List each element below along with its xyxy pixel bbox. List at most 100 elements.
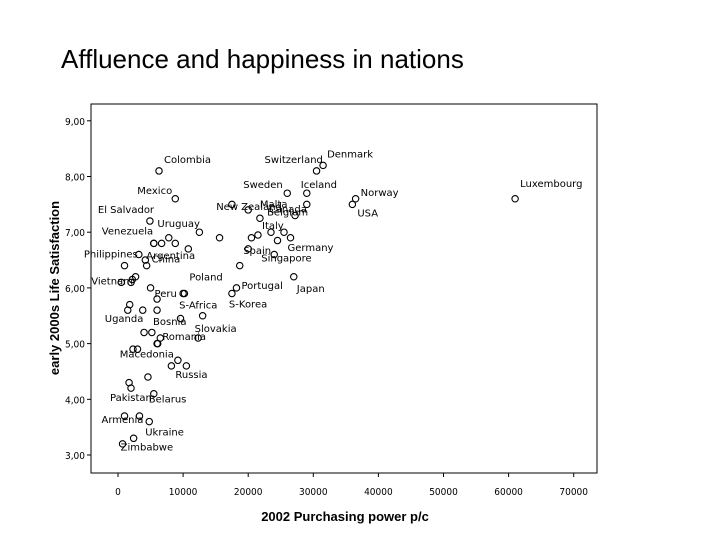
data-point <box>135 412 144 420</box>
point-label: Malta <box>260 199 288 210</box>
data-point <box>286 234 295 242</box>
data-point <box>148 328 156 337</box>
point-label: Mexico <box>137 186 172 197</box>
data-point <box>256 214 264 223</box>
data-point <box>179 289 187 298</box>
x-tick-label: 50000 <box>429 487 458 498</box>
data-point <box>142 261 151 270</box>
data-point <box>312 167 321 175</box>
point-label: Belarus <box>149 395 187 406</box>
y-tick-label: 4,00 <box>65 395 85 406</box>
data-point <box>348 200 357 209</box>
data-points <box>117 161 519 448</box>
data-point <box>155 167 163 175</box>
data-point <box>145 417 153 426</box>
point-label: Peru <box>155 289 177 300</box>
data-point <box>171 239 180 248</box>
data-point <box>184 245 193 253</box>
point-label: Ukraine <box>145 428 184 439</box>
point-label: Poland <box>189 272 222 283</box>
data-point <box>120 412 129 420</box>
data-point <box>215 234 224 242</box>
data-point <box>174 356 182 365</box>
data-point <box>283 189 292 197</box>
data-point <box>232 284 241 292</box>
y-axis: 3,00 4,00 5,00 6,00 7,00 8,00 9,00 <box>65 117 91 462</box>
point-label: Luxembourg <box>520 179 582 190</box>
data-point <box>117 278 126 287</box>
point-label: Japan <box>296 284 325 295</box>
point-label: Iceland <box>301 180 337 191</box>
data-point <box>129 434 138 443</box>
point-label: USA <box>357 208 378 219</box>
point-label: China <box>152 255 181 266</box>
point-label: Singapore <box>261 253 311 264</box>
data-point <box>273 236 282 245</box>
point-label: Colombia <box>164 155 211 166</box>
point-label: Slovakia <box>195 324 237 335</box>
point-label: Norway <box>361 188 399 199</box>
data-point <box>167 362 176 370</box>
point-label: Argentina <box>146 251 195 262</box>
data-point <box>146 217 154 225</box>
data-point <box>141 256 150 264</box>
data-point <box>157 239 166 248</box>
data-point <box>150 389 158 398</box>
data-point <box>120 261 129 270</box>
data-point <box>150 239 158 248</box>
point-label: Belgium <box>267 207 308 218</box>
data-point <box>182 362 191 370</box>
data-point <box>194 334 202 342</box>
data-point <box>228 200 236 209</box>
point-label: Vietnam <box>91 276 133 287</box>
point-label: Italy <box>262 221 284 232</box>
y-tick-label: 8,00 <box>65 173 85 184</box>
point-label: Spain <box>243 246 271 257</box>
data-point <box>118 440 127 448</box>
data-point <box>153 295 161 303</box>
data-point <box>135 250 143 259</box>
point-label: S-Africa <box>179 300 217 311</box>
x-axis-title: 2002 Purchasing power p/c <box>261 509 429 524</box>
x-tick-label: 30000 <box>299 487 328 498</box>
point-label: El Salvador <box>98 205 155 216</box>
x-tick-label: 60000 <box>494 487 523 498</box>
point-label: Pakistan <box>110 393 152 404</box>
plot-frame <box>90 103 598 474</box>
x-tick-label: 40000 <box>364 487 393 498</box>
y-tick-label: 6,00 <box>65 284 85 295</box>
data-point <box>290 273 298 281</box>
data-point <box>138 306 147 314</box>
point-label: Uruguay <box>157 219 200 230</box>
slide-title: Affluence and happiness in nations <box>61 44 464 74</box>
data-point <box>195 228 204 236</box>
data-point <box>129 345 137 353</box>
data-point <box>291 211 299 220</box>
point-label: Canada <box>269 204 307 215</box>
data-point <box>176 314 185 323</box>
y-tick-label: 7,00 <box>65 228 85 239</box>
data-point <box>247 234 256 242</box>
data-point <box>153 306 161 314</box>
point-label: Armenia <box>102 415 144 426</box>
y-tick-label: 3,00 <box>65 451 85 462</box>
data-point <box>244 206 252 214</box>
data-point <box>267 228 275 236</box>
data-point <box>144 373 152 381</box>
point-label: Philippines <box>84 249 138 260</box>
data-point <box>270 250 278 259</box>
point-label: Switzerland <box>265 155 323 166</box>
x-tick-label: 70000 <box>559 487 588 498</box>
data-point <box>125 378 133 387</box>
x-axis: 0 10000 20000 30000 40000 50000 60000 70000 <box>115 473 588 498</box>
data-point <box>303 189 311 197</box>
data-point <box>235 261 244 270</box>
point-label: New Zealand <box>216 202 282 213</box>
point-label: Macedonia <box>120 350 174 361</box>
data-point <box>319 161 327 170</box>
point-label: Bosnia <box>153 317 186 328</box>
data-point <box>125 300 134 309</box>
y-axis-title: early 2000s Life Satisfaction <box>47 201 62 375</box>
data-point <box>254 231 262 239</box>
